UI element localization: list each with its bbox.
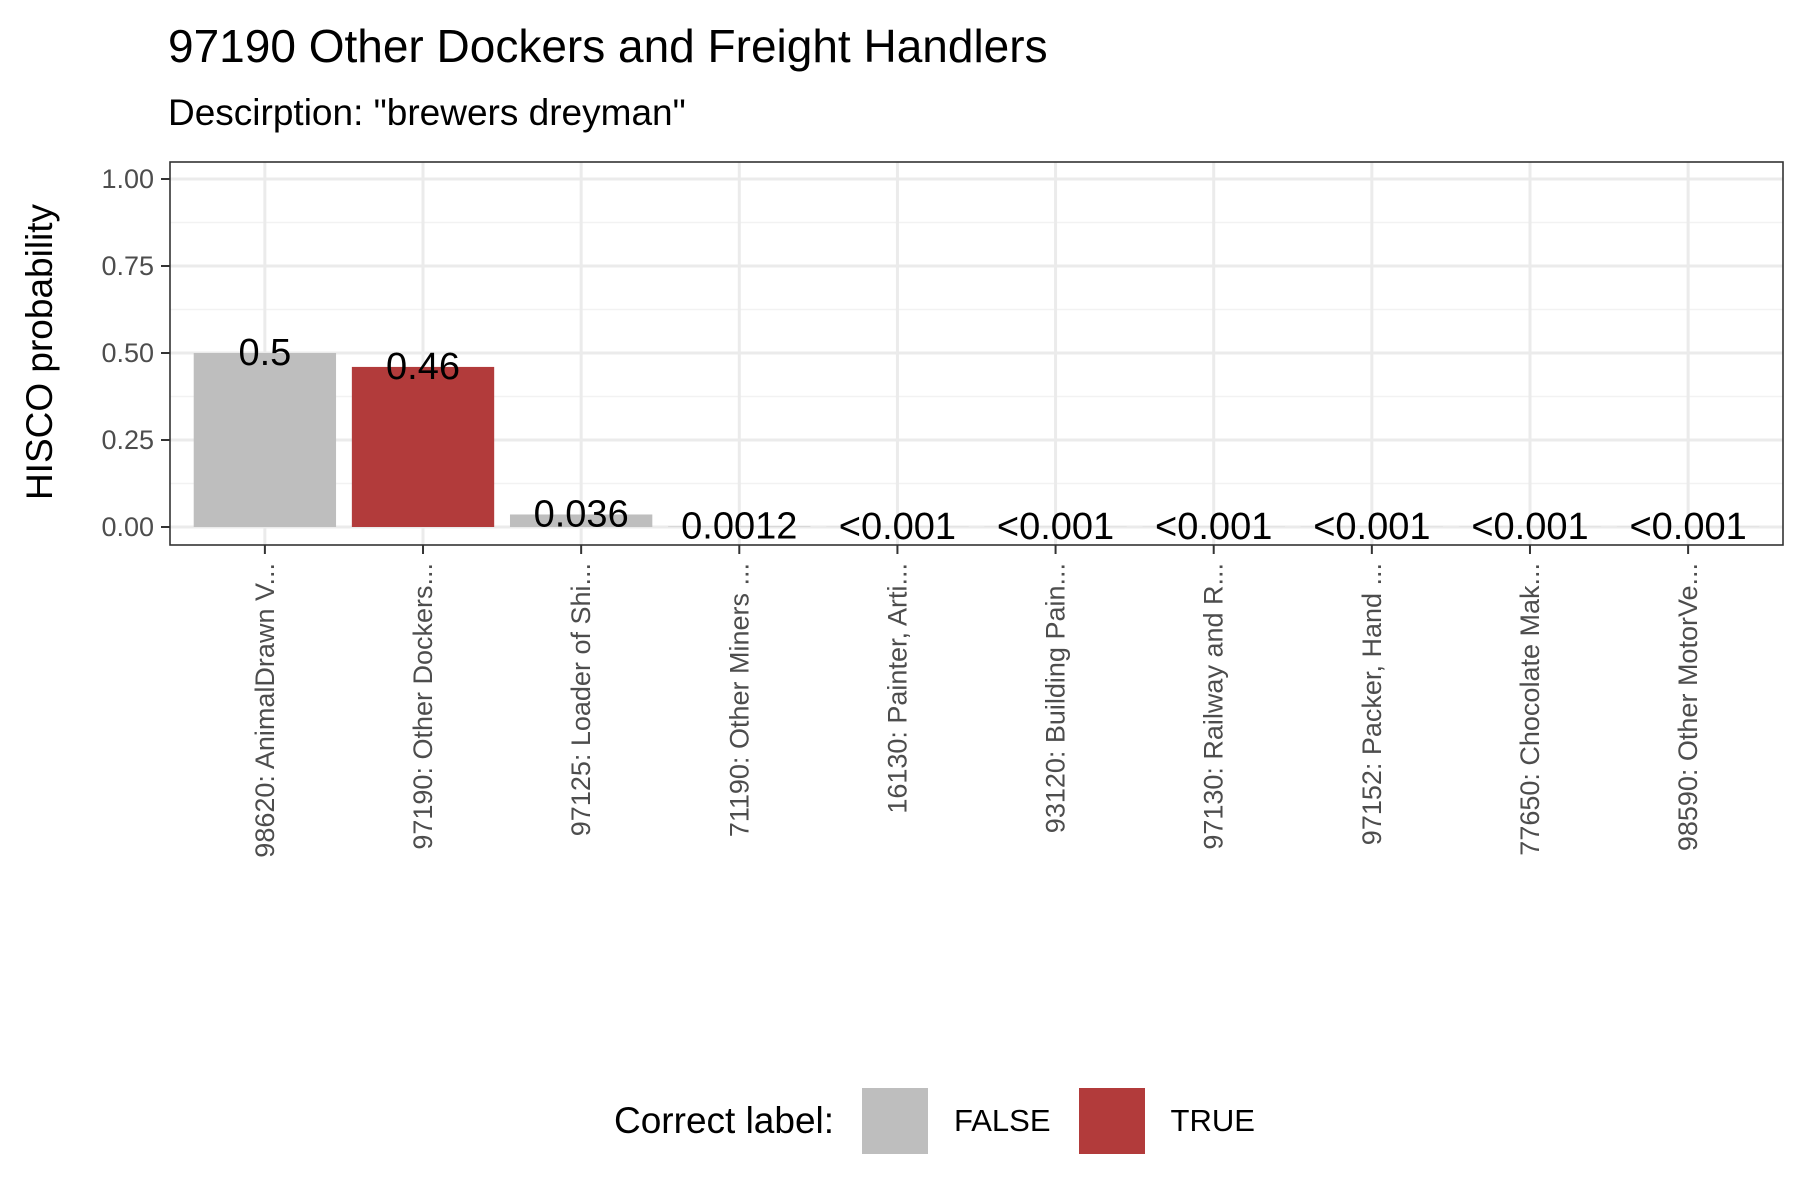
bars [193,353,1760,527]
y-tick-label: 0.50 [101,338,154,368]
value-label: 0.036 [534,493,629,535]
value-label: <0.001 [1471,506,1588,548]
x-tick-label: 98620: AnimalDrawn V... [250,563,280,858]
value-label: 0.0012 [681,506,797,548]
value-label: <0.001 [997,506,1114,548]
y-tick-label: 1.00 [101,164,154,194]
value-label: <0.001 [1155,506,1272,548]
bar [351,366,495,527]
y-axis-title: HISCO probability [19,203,60,500]
x-tick-label: 97125: Loader of Shi... [566,563,596,836]
bar [193,353,337,527]
y-tick-label: 0.00 [101,512,154,542]
value-label: <0.001 [1313,506,1430,548]
x-axis: 98620: AnimalDrawn V... 97190: Other Dock… [250,545,1703,858]
legend: Correct label: FALSE TRUE [614,1088,1283,1154]
value-label: 0.46 [386,346,460,388]
legend-key-true [1078,1088,1145,1154]
x-tick-label: 71190: Other Miners ... [724,563,754,837]
value-label: <0.001 [839,506,956,548]
value-labels: 0.5 0.46 0.036 0.0012 <0.001 <0.001 <0.001 <0.0… [238,332,1746,548]
x-tick-label: 98590: Other MotorVe... [1673,563,1703,851]
y-tick-label: 0.25 [101,425,154,455]
y-axis: 0.00 0.25 0.50 0.75 1.00 [101,164,170,542]
chart-subtitle: Descirption: "brewers dreyman" [168,92,686,133]
x-tick-label: 97190: Other Dockers... [408,563,438,850]
legend-label-false: FALSE [954,1103,1051,1138]
y-tick-label: 0.75 [101,251,154,281]
legend-key-false [862,1088,929,1154]
bar [509,514,653,527]
legend-title: Correct label: [614,1100,835,1141]
x-tick-label: 97152: Packer, Hand ... [1357,563,1387,845]
x-tick-label: 93120: Building Pain... [1041,563,1071,833]
x-tick-label: 77650: Chocolate Mak... [1515,563,1545,856]
chart-title: 97190 Other Dockers and Freight Handlers [168,20,1048,72]
value-label: 0.5 [238,332,291,374]
x-tick-label: 97130: Railway and R... [1199,563,1229,850]
value-label: <0.001 [1629,506,1746,548]
legend-label-true: TRUE [1170,1103,1255,1138]
x-tick-label: 16130: Painter, Arti... [882,563,912,814]
